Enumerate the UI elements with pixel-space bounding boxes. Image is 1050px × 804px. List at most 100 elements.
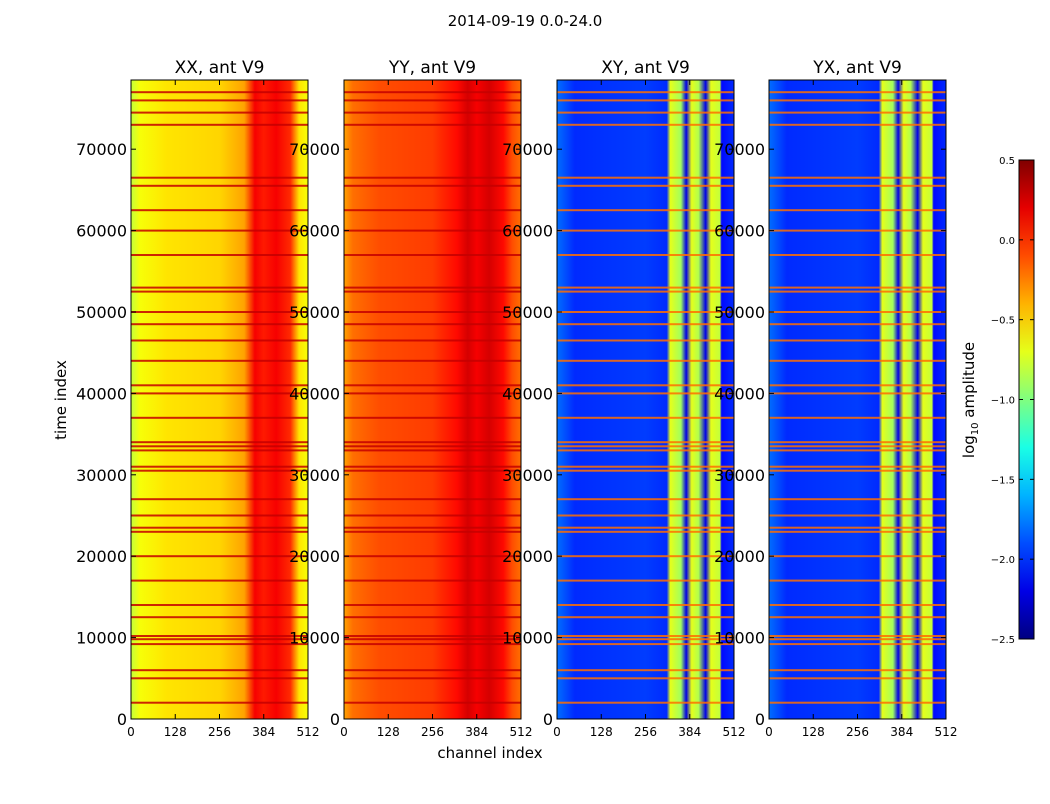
flagged-row-35: [557, 99, 734, 102]
y-tick-label: 50000: [289, 303, 340, 322]
flagged-row-26: [769, 290, 946, 293]
flagged-row-25: [344, 311, 521, 313]
flagged-row-14: [557, 469, 734, 472]
flagged-row-21: [131, 384, 308, 387]
x-tick-label: 0: [340, 725, 348, 739]
flagged-row-9: [769, 555, 946, 558]
heatmap-image: [131, 80, 308, 719]
y-tick-label: 20000: [289, 547, 340, 566]
flagged-row-36: [557, 91, 734, 94]
flagged-row-24: [131, 323, 308, 326]
flagged-row-6: [557, 616, 734, 619]
flagged-row-10: [769, 530, 946, 533]
y-tick-label: 60000: [289, 222, 340, 241]
x-tick-label: 512: [935, 725, 958, 739]
flagged-row-5: [557, 635, 734, 637]
y-tick-label: 10000: [289, 629, 340, 648]
x-tick-label: 0: [553, 725, 561, 739]
flagged-row-7: [769, 604, 946, 606]
colorbar-tick-label: −1.5: [991, 475, 1015, 486]
y-tick-label: 20000: [502, 547, 553, 566]
panel-2: YY, ant V9 0 128 256 384 512 0 10000 20000 30000 4…: [289, 58, 532, 739]
flagged-row-30: [769, 209, 946, 212]
flagged-row-13: [769, 498, 946, 501]
flagged-row-31: [131, 184, 308, 187]
flagged-row-22: [769, 359, 946, 362]
flagged-row-31: [557, 184, 734, 187]
flagged-row-21: [344, 384, 521, 387]
flagged-row-30: [131, 209, 308, 212]
flagged-row-24: [344, 323, 521, 326]
flagged-row-19: [131, 416, 308, 419]
x-tick-label: 384: [252, 725, 275, 739]
flagged-row-23: [131, 339, 308, 342]
flagged-row-0: [344, 701, 521, 704]
flagged-row-17: [344, 445, 521, 448]
flagged-row-10: [344, 530, 521, 533]
x-tick-label: 512: [510, 725, 533, 739]
flagged-row-8: [769, 579, 946, 582]
x-tick-label: 512: [723, 725, 746, 739]
panel-title: YX, ant V9: [812, 58, 902, 78]
x-axis-label: channel index: [437, 744, 542, 762]
flagged-row-18: [344, 441, 521, 444]
y-tick-label: 50000: [502, 303, 553, 322]
flagged-row-24: [557, 323, 734, 326]
colorbar-tick-label: −2.0: [991, 555, 1015, 566]
flagged-row-6: [769, 616, 946, 619]
y-tick-label: 60000: [502, 222, 553, 241]
flagged-row-18: [769, 441, 946, 444]
flagged-row-21: [557, 384, 734, 387]
flagged-row-15: [557, 465, 734, 468]
flagged-row-12: [557, 514, 734, 517]
flagged-row-4: [344, 638, 521, 641]
flagged-row-27: [557, 286, 734, 289]
flagged-row-16: [131, 449, 308, 452]
x-tick-label: 256: [208, 725, 231, 739]
y-tick-label: 70000: [289, 140, 340, 159]
flagged-row-31: [769, 184, 946, 187]
flagged-row-6: [344, 616, 521, 619]
flagged-row-3: [344, 643, 521, 646]
flagged-row-16: [557, 449, 734, 452]
flagged-row-3: [131, 643, 308, 646]
flagged-row-32: [769, 176, 946, 179]
colorbar-label-sub: 10: [970, 422, 981, 435]
flagged-row-29: [769, 229, 946, 232]
x-tick-label: 256: [634, 725, 657, 739]
flagged-row-11: [557, 526, 734, 529]
flagged-row-3: [557, 643, 734, 646]
y-tick-label: 0: [755, 710, 765, 729]
flagged-row-3: [769, 643, 946, 646]
panel-title: YY, ant V9: [388, 58, 476, 78]
flagged-row-32: [131, 176, 308, 179]
flagged-row-0: [769, 701, 946, 704]
flagged-row-36: [769, 91, 946, 94]
flagged-row-34: [557, 111, 734, 114]
y-tick-label: 60000: [714, 222, 765, 241]
flagged-row-2: [557, 669, 734, 672]
flagged-row-14: [131, 469, 308, 472]
flagged-row-0: [131, 701, 308, 704]
flagged-row-16: [344, 449, 521, 452]
flagged-row-27: [131, 286, 308, 289]
flagged-row-1: [131, 677, 308, 680]
y-tick-label: 50000: [76, 303, 127, 322]
colorbar-tick-label: −0.5: [991, 316, 1015, 327]
flagged-row-35: [769, 99, 946, 102]
x-tick-label: 0: [765, 725, 773, 739]
flagged-row-12: [769, 514, 946, 517]
x-tick-label: 0: [127, 725, 135, 739]
y-tick-label: 0: [330, 710, 340, 729]
y-tick-label: 0: [543, 710, 553, 729]
flagged-row-2: [344, 669, 521, 672]
y-tick-label: 40000: [714, 384, 765, 403]
flagged-row-10: [557, 530, 734, 533]
flagged-row-32: [344, 176, 521, 179]
flagged-row-28: [769, 254, 946, 256]
flagged-row-30: [557, 209, 734, 212]
colorbar-label-rest: amplitude: [960, 342, 978, 423]
flagged-row-36: [131, 91, 308, 94]
